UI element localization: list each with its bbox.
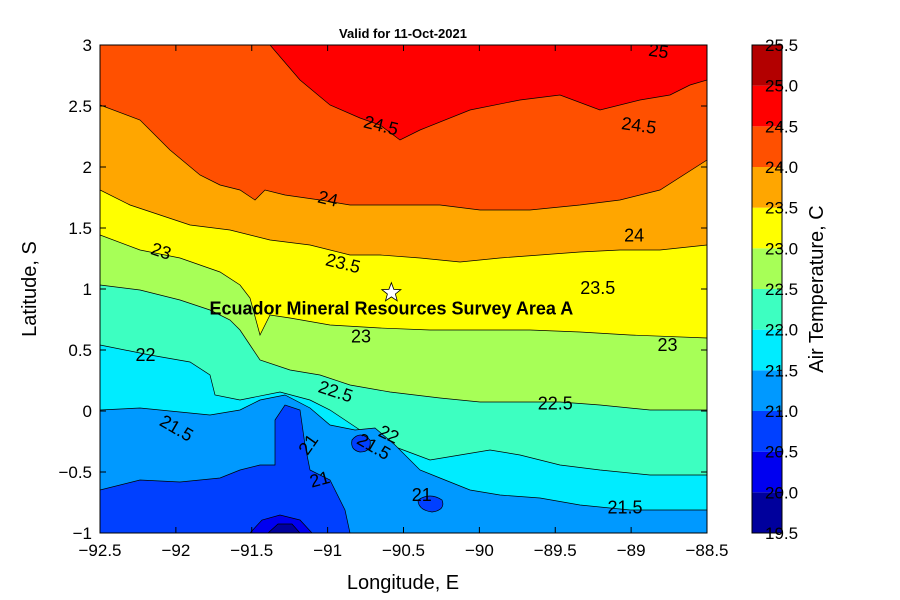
contour-label: 24.5 — [620, 113, 657, 138]
y-axis-label: Latitude, S — [19, 241, 41, 337]
colorbar: 19.5 20.0 20.5 21.0 21.5 22.0 22.5 23.0 23.5 24.0… — [751, 36, 798, 543]
colorbar-swatch — [752, 248, 782, 289]
colorbar-swatch — [752, 370, 782, 411]
colorbar-swatch — [752, 411, 782, 452]
y-tick-label: 0.5 — [68, 341, 92, 360]
x-tick-label: −92 — [161, 541, 190, 560]
chart-title: Valid for 11-Oct-2021 — [339, 26, 467, 41]
colorbar-swatch — [752, 85, 782, 127]
y-axis: −1−0.500.511.522.53 — [58, 36, 707, 543]
colorbar-tick-label: 25.0 — [765, 77, 798, 96]
colorbar-tick-label: 23.0 — [765, 239, 798, 258]
annotation-layer: Ecuador Mineral Resources Survey Area A — [209, 281, 573, 318]
colorbar-tick-label: 21.0 — [765, 402, 798, 421]
island-21-21.5-c — [417, 495, 444, 513]
colorbar-swatch — [752, 207, 782, 249]
y-tick-label: 1.5 — [68, 219, 92, 238]
x-tick-label: −91.5 — [230, 541, 273, 560]
colorbar-swatch — [752, 451, 782, 493]
colorbar-tick-label: 21.5 — [765, 361, 798, 380]
contour-label: 21 — [307, 467, 332, 492]
x-tick-label: −88.5 — [685, 541, 728, 560]
y-tick-label: −0.5 — [58, 463, 92, 482]
colorbar-tick-label: 24.0 — [765, 158, 798, 177]
band-20-20.5 — [267, 523, 301, 533]
survey-area-annotation: Ecuador Mineral Resources Survey Area A — [209, 298, 573, 318]
star-marker — [380, 281, 402, 302]
contour-label: 21.5 — [608, 497, 643, 517]
x-axis-label: Longitude, E — [347, 572, 459, 594]
colorbar-swatch — [752, 45, 782, 86]
contour-label: 22.5 — [538, 394, 573, 414]
colorbar-swatch — [752, 289, 782, 330]
y-tick-label: 1 — [83, 280, 92, 299]
band-21-21.5 — [100, 404, 351, 533]
y-tick-label: −1 — [73, 524, 92, 543]
colorbar-tick-label: 24.5 — [765, 117, 798, 136]
contour-label: 22 — [136, 345, 156, 365]
x-tick-label: −92.5 — [78, 541, 121, 560]
y-tick-label: 3 — [83, 36, 92, 55]
colorbar-tick-label: 25.5 — [765, 36, 798, 55]
contour-label: 23 — [351, 327, 371, 347]
x-tick-label: −91 — [313, 541, 342, 560]
colorbar-tick-label: 22.5 — [765, 280, 798, 299]
colorbar-tick-label: 20.5 — [765, 443, 798, 462]
x-axis: −92.5 −92 −91.5 −91 −90.5 −90 −89.5 −89 −88.5 — [78, 45, 729, 560]
colorbar-swatch — [752, 492, 782, 533]
contour-label: 21 — [412, 485, 432, 505]
island-21-21.5-b — [351, 434, 371, 453]
colorbar-tick-label: 22.0 — [765, 321, 798, 340]
contour-label: 23.5 — [580, 278, 615, 298]
y-tick-label: 0 — [83, 402, 92, 421]
y-tick-label: 2 — [83, 158, 92, 177]
colorbar-label: Air Temperature, C — [806, 205, 828, 372]
x-tick-label: −89 — [617, 541, 646, 560]
contour-label: 25 — [647, 40, 670, 63]
colorbar-tick-label: 20.0 — [765, 483, 798, 502]
colorbar-tick-label: 23.5 — [765, 199, 798, 218]
contour-label: 24 — [316, 187, 340, 211]
contour-label: 23 — [658, 335, 678, 355]
colorbar-swatch — [752, 126, 782, 167]
x-tick-label: −90 — [465, 541, 494, 560]
colorbar-swatch — [752, 329, 782, 371]
y-tick-label: 2.5 — [68, 97, 92, 116]
x-tick-label: −90.5 — [382, 541, 425, 560]
colorbar-swatch — [752, 167, 782, 208]
colorbar-tick-label: 19.5 — [765, 524, 798, 543]
x-tick-label: −89.5 — [534, 541, 577, 560]
contour-label: 24 — [624, 225, 644, 245]
